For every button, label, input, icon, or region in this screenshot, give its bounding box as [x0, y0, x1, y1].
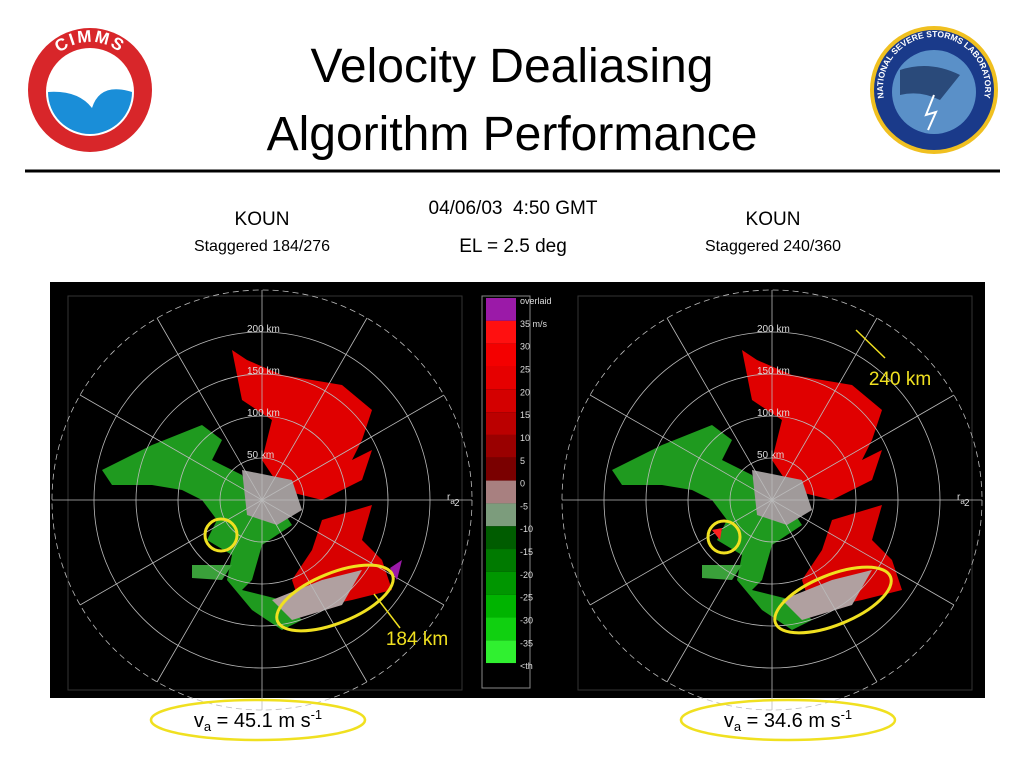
superscript: -1 [841, 707, 853, 722]
left-radar: KOUN [235, 209, 290, 230]
colorbar-label: -30 [520, 616, 533, 626]
colorbar-label: 20 [520, 387, 530, 397]
colorbar-swatch [486, 549, 516, 572]
range-label: 200 km [757, 324, 790, 335]
range-label: 200 km [247, 324, 280, 335]
annotation: 184 km [386, 629, 448, 650]
colorbar-swatch [486, 389, 516, 413]
cimms-logo-wave [48, 89, 132, 134]
range-label: 100 km [757, 408, 790, 419]
text: = 45.1 m s [211, 710, 311, 732]
colorbar-swatch [486, 320, 516, 344]
colorbar-label: <th [520, 661, 533, 671]
colorbar-label: 35 m/s [520, 319, 548, 329]
title-line: Algorithm Performance [267, 108, 758, 161]
colorbar-label: 0 [520, 479, 525, 489]
symbol: r [957, 492, 961, 503]
nyquist-highlight [679, 698, 897, 742]
colorbar-swatch [486, 343, 516, 367]
colorbar-label: 5 [520, 456, 525, 466]
highlights [203, 329, 893, 635]
elevation: EL = 2.5 deg [459, 236, 567, 257]
colorbar-label: overlaid [520, 296, 552, 306]
colorbar-label: -35 [520, 638, 533, 648]
right-ppi: 200 km 150 km 100 km 50 km ra 2 [561, 289, 983, 711]
left-nyquist: va = 45.1 m s-1 [194, 707, 322, 734]
right-mode: Staggered 240/360 [705, 238, 841, 255]
subscript: a [450, 497, 455, 506]
colorbar-swatch [486, 366, 516, 390]
colorbar-label: -10 [520, 524, 533, 534]
colorbar-swatch [486, 434, 516, 458]
nssl-logo-bolt [924, 94, 938, 131]
range-label: 150 km [247, 366, 280, 377]
symbol: v [194, 710, 204, 732]
colorbar-swatch [486, 503, 516, 527]
colorbar-label: 30 [520, 342, 530, 352]
range-label: 50 km [247, 450, 274, 461]
symbol: r [447, 492, 451, 503]
colorbar-swatch [486, 640, 516, 664]
superscript: -1 [311, 707, 323, 722]
colorbar-label: 25 [520, 364, 530, 374]
subscript: a [204, 719, 212, 734]
range-label: 150 km [757, 366, 790, 377]
range-marker: ra [957, 492, 965, 506]
colorbar-label: -5 [520, 501, 528, 511]
colorbar-swatch [486, 663, 516, 686]
colorbar-label: 15 [520, 410, 530, 420]
colorbar: overlaid 35 m/s 30 25 20 15 10 5 0 -5 -10 -15 -20 -25… [481, 295, 552, 689]
colorbar-label: -15 [520, 547, 533, 557]
nyquist-highlight [149, 698, 367, 742]
colorbar-label: -20 [520, 570, 533, 580]
right-radar: KOUN [746, 209, 801, 230]
right-nyquist: va = 34.6 m s-1 [724, 707, 852, 734]
edge-label: 2 [454, 498, 460, 509]
colorbar-swatch [486, 298, 516, 321]
left-ppi: 200 km 150 km 100 km 50 km ra 2 [51, 289, 473, 711]
range-marker: ra [447, 492, 455, 506]
colorbar-swatch [486, 571, 516, 595]
range-label: 50 km [757, 450, 784, 461]
range-label: 100 km [247, 408, 280, 419]
colorbar-swatch [486, 480, 516, 504]
annotation: 240 km [869, 369, 931, 390]
left-mode: Staggered 184/276 [194, 238, 330, 255]
symbol: v [724, 710, 734, 732]
colorbar-swatch [486, 594, 516, 618]
text: = 34.6 m s [741, 710, 841, 732]
edge-label: 2 [964, 498, 970, 509]
colorbar-swatch [486, 526, 516, 550]
colorbar-swatch [486, 457, 516, 481]
nssl-logo-cloud [900, 66, 960, 100]
datetime: 04/06/03 4:50 GMT [429, 198, 598, 219]
colorbar-swatch [486, 617, 516, 641]
title-line: Velocity Dealiasing [311, 40, 714, 93]
colorbar-label: 10 [520, 433, 530, 443]
subscript: a [734, 719, 742, 734]
colorbar-label: -25 [520, 593, 533, 603]
subscript: a [960, 497, 965, 506]
colorbar-swatch [486, 412, 516, 435]
